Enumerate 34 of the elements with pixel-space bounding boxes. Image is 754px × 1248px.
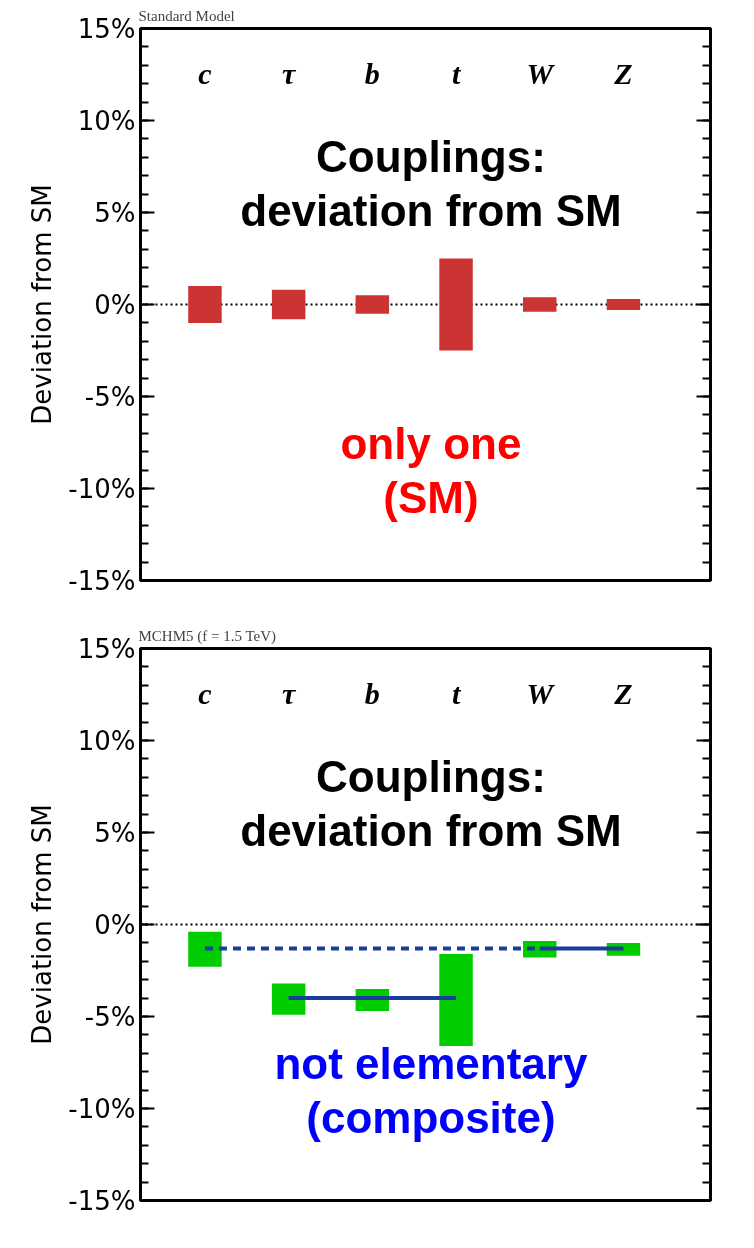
x-tick-label: W <box>526 57 556 90</box>
x-tick-label: τ <box>281 57 297 90</box>
x-tick-label: c <box>198 677 212 710</box>
annotation: only one (SM) <box>340 418 522 522</box>
y-axis-title: Deviation from SM <box>27 804 58 1045</box>
y-tick-label: 15% <box>77 633 136 664</box>
x-tick-label: τ <box>281 677 297 710</box>
x-tick-label: W <box>526 677 556 710</box>
y-tick-label: 5% <box>94 817 136 848</box>
y-tick-label: 10% <box>77 725 136 756</box>
x-tick-label: b <box>364 57 380 90</box>
x-tick-label: Z <box>613 57 633 90</box>
chart-title: Standard Model <box>138 7 235 24</box>
y-tick-label: 15% <box>77 13 136 44</box>
y-tick-label: -5% <box>84 1001 136 1032</box>
annotation: not elementary (composite) <box>274 1038 588 1142</box>
y-tick-label: 0% <box>94 289 136 320</box>
annotation: Couplings: deviation from SM <box>240 131 622 235</box>
y-tick-label: -10% <box>68 1093 136 1124</box>
y-tick-label: 5% <box>94 197 136 228</box>
y-tick-label: -15% <box>68 565 136 596</box>
y-tick-label: -15% <box>68 1185 136 1216</box>
chart-title: MCHM5 (f = 1.5 TeV) <box>138 627 277 645</box>
y-tick-label: 0% <box>94 909 136 940</box>
y-tick-label: 10% <box>77 105 136 136</box>
x-tick-label: Z <box>613 677 633 710</box>
x-tick-label: t <box>451 57 462 90</box>
y-tick-label: -5% <box>84 381 136 412</box>
y-axis-title: Deviation from SM <box>27 184 58 425</box>
annotation: Couplings: deviation from SM <box>240 751 622 855</box>
y-tick-label: -10% <box>68 473 136 504</box>
x-tick-label: b <box>364 677 380 710</box>
x-tick-label: t <box>451 677 462 710</box>
x-tick-label: c <box>198 57 212 90</box>
